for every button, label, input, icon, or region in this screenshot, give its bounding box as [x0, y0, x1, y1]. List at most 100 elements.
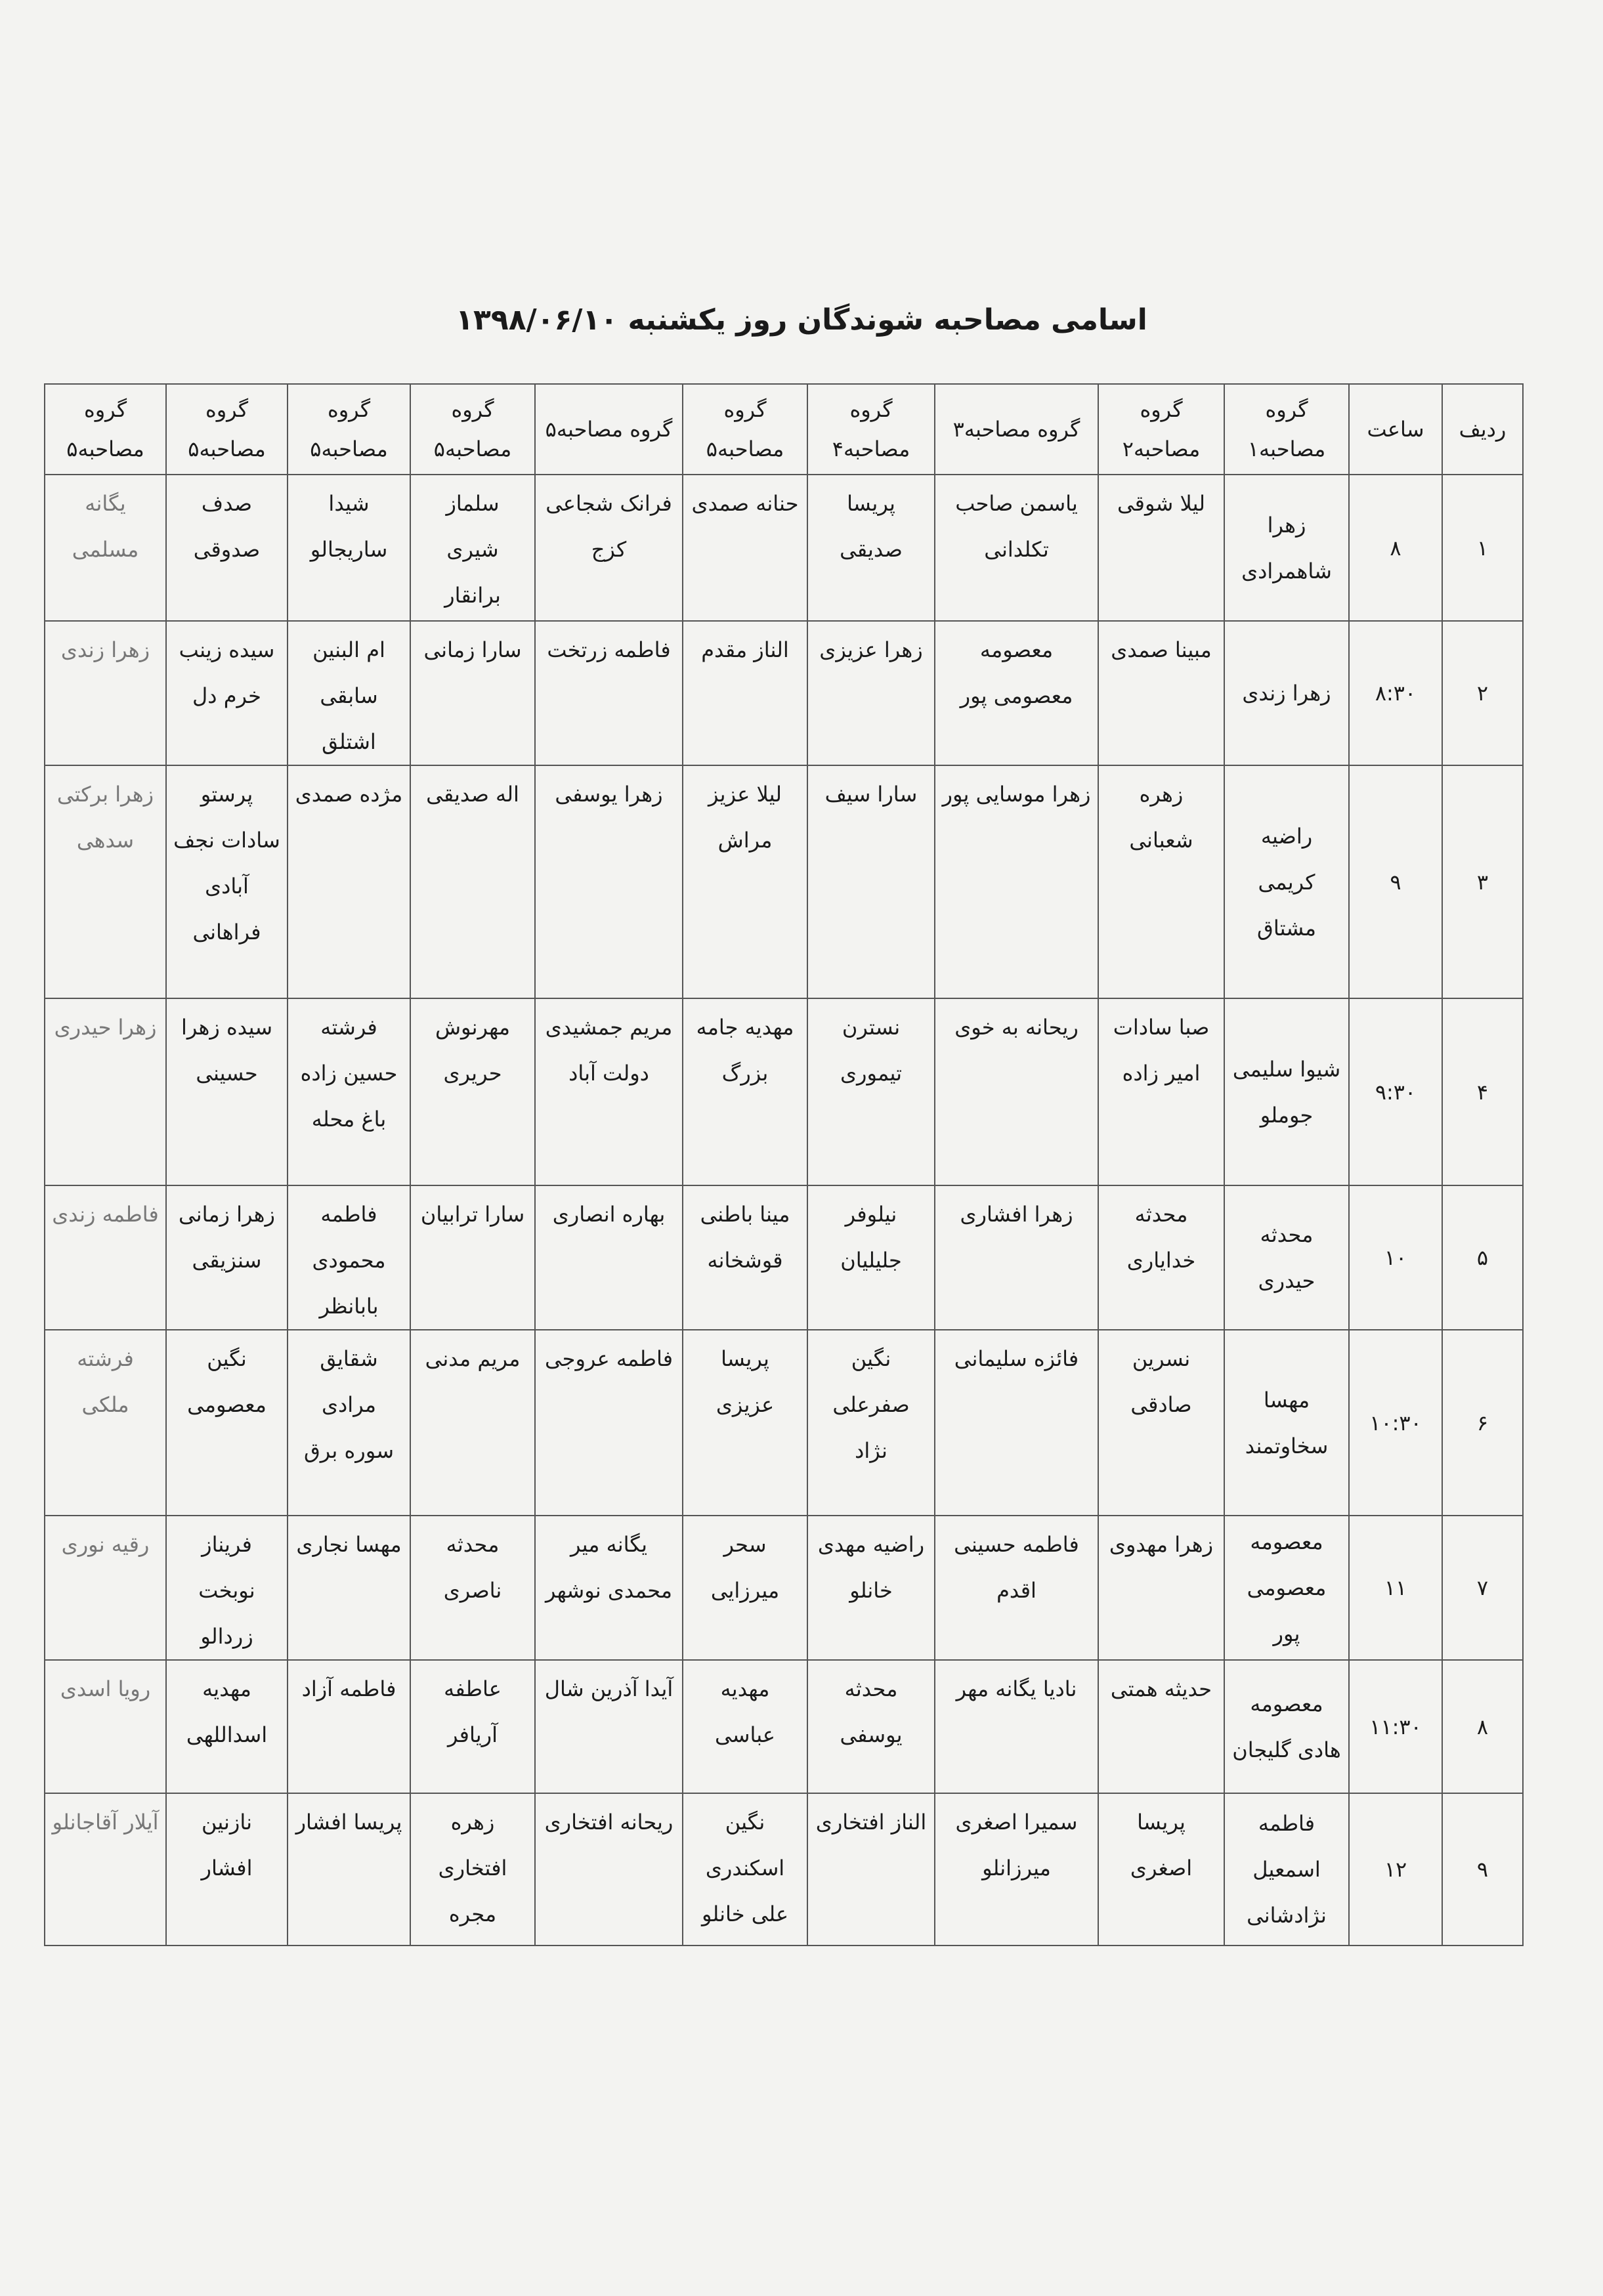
- column-header: گروه مصاحبه۲: [1098, 383, 1225, 475]
- row-number: ۶: [1442, 1329, 1524, 1516]
- time-cell: ۸:۳۰: [1348, 620, 1443, 766]
- column-header: گروه مصاحبه۵: [410, 383, 536, 475]
- name-cell: نسرین صادقی: [1098, 1329, 1225, 1516]
- name-cell: مژده صمدی: [287, 765, 411, 999]
- name-cell: یگانه مسلمی: [44, 474, 167, 622]
- time-cell: ۸: [1348, 474, 1443, 622]
- name-cell: فاطمه زندی: [44, 1185, 167, 1330]
- name-cell: مهدیه اسداللهی: [165, 1659, 288, 1794]
- time-cell: ۱۰: [1348, 1185, 1443, 1330]
- name-cell: فاطمه حسینی اقدم: [934, 1515, 1099, 1661]
- name-cell: محدثه خدایاری: [1098, 1185, 1225, 1330]
- column-header: گروه مصاحبه۱: [1224, 383, 1350, 475]
- name-cell: زهرا زندی: [1224, 620, 1350, 766]
- name-cell: محدثه حیدری: [1224, 1185, 1350, 1330]
- name-cell: سلماز شیری برانقار: [410, 474, 536, 622]
- column-header: ساعت: [1348, 383, 1443, 475]
- table-row: ۶ ۱۰:۳۰ مهسا سخاوتمند نسرین صادقی فائزه سلیم…: [44, 1329, 1524, 1516]
- table-row: ۴ ۹:۳۰ شیوا سلیمی جوملو صبا سادات امیر زاده…: [44, 998, 1524, 1186]
- table-row: ۵ ۱۰ محدثه حیدری محدثه خدایاری زهرا افشاری نی…: [44, 1185, 1524, 1330]
- name-cell: زهرا حیدری: [44, 998, 167, 1186]
- name-cell: معصومه معصومی پور: [1224, 1515, 1350, 1661]
- time-cell: ۱۱:۳۰: [1348, 1659, 1443, 1794]
- name-cell: فاطمه آزاد: [287, 1659, 411, 1794]
- name-cell: فرانک شجاعی کزج: [534, 474, 683, 622]
- table-body: ۱ ۸ زهرا شاهمرادی لیلا شوقی یاسمن صاحب تکلدا…: [44, 474, 1524, 1946]
- name-cell: شیدا ساریجالو: [287, 474, 411, 622]
- name-cell: پریسا اصغری: [1098, 1793, 1225, 1946]
- name-cell: سارا ترابیان: [410, 1185, 536, 1330]
- name-cell: ام البنین سابقی اشتلق: [287, 620, 411, 766]
- name-cell: زهرا یوسفی: [534, 765, 683, 999]
- time-cell: ۹: [1348, 765, 1443, 999]
- name-cell: زهره افتخاری مجره: [410, 1793, 536, 1946]
- column-header: گروه مصاحبه۵: [44, 383, 167, 475]
- name-cell: مهسا سخاوتمند: [1224, 1329, 1350, 1516]
- row-number: ۴: [1442, 998, 1524, 1186]
- name-cell: نسترن تیموری: [807, 998, 935, 1186]
- name-cell: ریحانه افتخاری: [534, 1793, 683, 1946]
- name-cell: نگین معصومی: [165, 1329, 288, 1516]
- name-cell: مهدیه عباسی: [682, 1659, 808, 1794]
- name-cell: فرشته ملکی: [44, 1329, 167, 1516]
- name-cell: سارا زمانی: [410, 620, 536, 766]
- name-cell: لیلا شوقی: [1098, 474, 1225, 622]
- name-cell: سیده زینب خرم دل: [165, 620, 288, 766]
- name-cell: یاسمن صاحب تکلدانی: [934, 474, 1099, 622]
- column-header: ردیف: [1442, 383, 1524, 475]
- name-cell: فاطمه زرتخت: [534, 620, 683, 766]
- row-number: ۹: [1442, 1793, 1524, 1946]
- name-cell: لیلا عزیز مراش: [682, 765, 808, 999]
- name-cell: حدیثه همتی: [1098, 1659, 1225, 1794]
- row-number: ۳: [1442, 765, 1524, 999]
- name-cell: نگین صفرعلی نژاد: [807, 1329, 935, 1516]
- name-cell: صبا سادات امیر زاده: [1098, 998, 1225, 1186]
- table-row: ۱ ۸ زهرا شاهمرادی لیلا شوقی یاسمن صاحب تکلدا…: [44, 474, 1524, 622]
- name-cell: فاطمه اسمعیل نژادشانی: [1224, 1793, 1350, 1946]
- name-cell: بهاره انصاری: [534, 1185, 683, 1330]
- table-row: ۲ ۸:۳۰ زهرا زندی مبینا صمدی معصومه معصومی پو…: [44, 620, 1524, 766]
- name-cell: فائزه سلیمانی: [934, 1329, 1099, 1516]
- name-cell: مهرنوش حریری: [410, 998, 536, 1186]
- name-cell: رقیه نوری: [44, 1515, 167, 1661]
- name-cell: زهرا موسایی پور: [934, 765, 1099, 999]
- header-row: ردیف ساعت گروه مصاحبه۱ گروه مصاحبه۲ گروه مصا…: [44, 383, 1524, 475]
- name-cell: آیدا آذرین شال: [534, 1659, 683, 1794]
- name-cell: پرستو سادات نجف آبادی فراهانی: [165, 765, 288, 999]
- row-number: ۵: [1442, 1185, 1524, 1330]
- name-cell: فاطمه عروجی: [534, 1329, 683, 1516]
- table-row: ۳ ۹ راضیه کریمی مشتاق زهره شعبانی زهرا موسای…: [44, 765, 1524, 999]
- name-cell: راضیه کریمی مشتاق: [1224, 765, 1350, 999]
- column-header: گروه مصاحبه۵: [682, 383, 808, 475]
- name-cell: پریسا افشار: [287, 1793, 411, 1946]
- column-header: گروه مصاحبه۵: [165, 383, 288, 475]
- name-cell: شیوا سلیمی جوملو: [1224, 998, 1350, 1186]
- name-cell: الناز مقدم: [682, 620, 808, 766]
- name-cell: زهرا شاهمرادی: [1224, 474, 1350, 622]
- name-cell: حنانه صمدی: [682, 474, 808, 622]
- name-cell: شقایق مرادی سوره برق: [287, 1329, 411, 1516]
- schedule-table: ردیف ساعت گروه مصاحبه۱ گروه مصاحبه۲ گروه مصا…: [44, 383, 1524, 1946]
- name-cell: فاطمه محمودی بابانظر: [287, 1185, 411, 1330]
- column-header: گروه مصاحبه۳: [934, 383, 1099, 475]
- name-cell: نگین اسکندری علی خانلو: [682, 1793, 808, 1946]
- name-cell: نیلوفر جلیلیان: [807, 1185, 935, 1330]
- name-cell: سمیرا اصغری میرزانلو: [934, 1793, 1099, 1946]
- name-cell: مینا باطنی قوشخانه: [682, 1185, 808, 1330]
- time-cell: ۱۰:۳۰: [1348, 1329, 1443, 1516]
- name-cell: زهرا برکتی سدهی: [44, 765, 167, 999]
- name-cell: راضیه مهدی خانلو: [807, 1515, 935, 1661]
- name-cell: اله صدیقی: [410, 765, 536, 999]
- name-cell: مهسا نجاری: [287, 1515, 411, 1661]
- name-cell: زهره شعبانی: [1098, 765, 1225, 999]
- row-number: ۱: [1442, 474, 1524, 622]
- name-cell: محدثه ناصری: [410, 1515, 536, 1661]
- name-cell: فریناز نوبخت زردالو: [165, 1515, 288, 1661]
- name-cell: مهدیه جامه بزرگ: [682, 998, 808, 1186]
- name-cell: رویا اسدی: [44, 1659, 167, 1794]
- name-cell: عاطفه آریافر: [410, 1659, 536, 1794]
- name-cell: زهرا مهدوی: [1098, 1515, 1225, 1661]
- name-cell: محدثه یوسفی: [807, 1659, 935, 1794]
- document-title: اسامی مصاحبه شوندگان روز یکشنبه ۱۳۹۸/۰۶/…: [456, 303, 1147, 337]
